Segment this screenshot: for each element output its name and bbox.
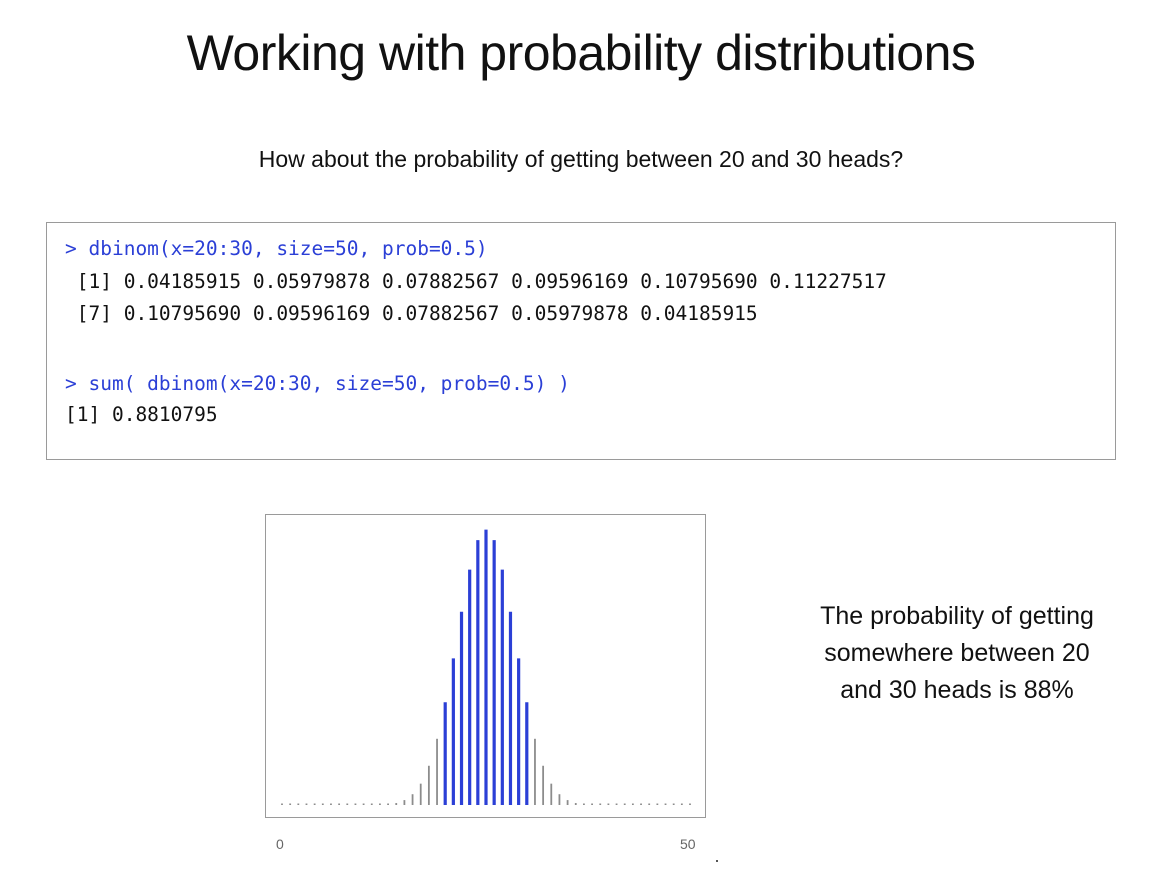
console-output-line-1: [1] 0.04185915 0.05979878 0.07882567 0.0… <box>65 270 887 293</box>
caption-line-3: and 30 heads is 88% <box>840 676 1074 704</box>
console-command-sum: > sum( dbinom(x=20:30, size=50, prob=0.5… <box>65 372 570 395</box>
console-output-line-7: [7] 0.10795690 0.09596169 0.07882567 0.0… <box>65 302 758 325</box>
plot-caption: The probability of getting somewhere bet… <box>772 598 1142 709</box>
r-console-output: > dbinom(x=20:30, size=50, prob=0.5) [1]… <box>46 222 1116 460</box>
slide-subtitle: How about the probability of getting bet… <box>258 146 904 172</box>
stray-dot <box>716 860 718 862</box>
slide-title: Working with probability distributions <box>186 25 976 81</box>
caption-line-1: The probability of getting <box>820 602 1094 630</box>
x-tick-label-0: 0 <box>276 836 284 852</box>
console-command-dbinom: > dbinom(x=20:30, size=50, prob=0.5) <box>65 237 488 260</box>
x-tick-label-50: 50 <box>680 836 696 852</box>
console-output-sum: [1] 0.8810795 <box>65 403 218 426</box>
binomial-distribution-plot <box>265 514 706 818</box>
plot-canvas <box>281 529 691 805</box>
caption-line-2: somewhere between 20 <box>824 639 1090 667</box>
